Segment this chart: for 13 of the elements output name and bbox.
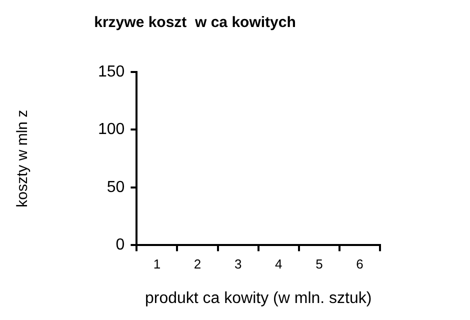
y-tick-label: 50 <box>106 178 125 196</box>
y-axis-title: koszty w mln z <box>14 110 32 208</box>
chart-title: krzywe koszt w ca kowitych <box>94 14 296 32</box>
x-tick-label: 5 <box>316 256 323 272</box>
y-tick-label: 100 <box>98 121 125 138</box>
x-axis-title: produkt ca kowity (w mln. sztuk) <box>144 290 372 307</box>
x-tick-label: 2 <box>194 256 202 272</box>
x-tick-label: 4 <box>275 256 282 272</box>
y-tick-label: 150 <box>98 63 125 80</box>
x-tick-label: 3 <box>234 256 242 272</box>
x-tick-label: 1 <box>153 256 161 272</box>
y-tick-label: 0 <box>116 236 125 254</box>
x-tick-label: 6 <box>356 256 364 272</box>
